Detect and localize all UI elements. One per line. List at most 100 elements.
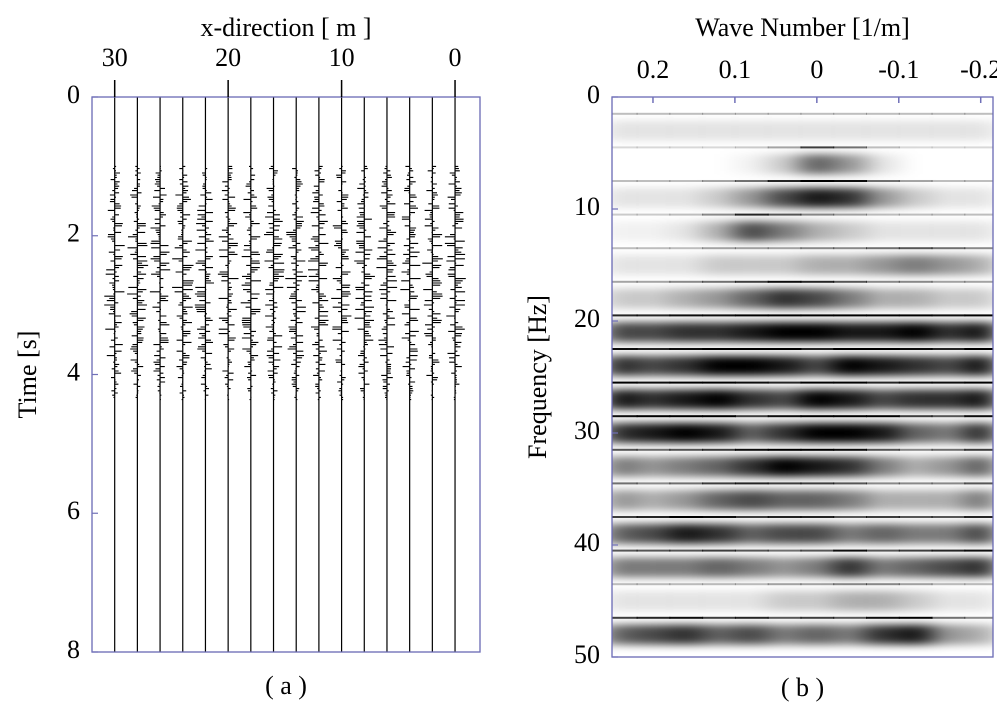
heat-cell [766, 154, 802, 175]
heat-cell [865, 523, 900, 544]
heat-cell [963, 456, 993, 477]
heat-line [702, 381, 736, 384]
y-tick-label: 30 [574, 416, 600, 445]
heat-line [931, 146, 966, 149]
heat-line [800, 180, 835, 182]
heat-line [612, 180, 638, 182]
heat-line [833, 516, 867, 518]
heat-cell [963, 624, 993, 645]
heat-line [800, 213, 835, 216]
heat-cell [612, 557, 638, 578]
x-tick-label: 0.2 [637, 55, 670, 84]
heat-line [767, 247, 802, 250]
heat-line [702, 616, 736, 619]
heat-cell [612, 523, 638, 544]
trace-wiggle [400, 165, 421, 401]
heat-line [964, 448, 993, 451]
heat-line [964, 549, 993, 552]
heat-line [636, 616, 671, 619]
heat-line [964, 482, 993, 485]
heat-line [612, 415, 638, 418]
heat-line [636, 146, 671, 149]
heat-line [702, 583, 736, 586]
heat-cell [766, 254, 802, 276]
heat-cell [612, 590, 638, 612]
trace-wiggle [354, 165, 375, 401]
heat-line [669, 516, 704, 518]
heat-cell [897, 322, 933, 343]
heat-cell [832, 490, 867, 511]
heat-line [931, 213, 966, 216]
heat-cell [635, 590, 671, 612]
trace-wiggle [376, 165, 398, 401]
heat-cell [635, 523, 671, 544]
heat-cell [799, 288, 835, 309]
heat-cell [635, 254, 671, 276]
heat-cell [865, 490, 900, 511]
heat-line [833, 482, 867, 485]
heat-cell [832, 355, 867, 376]
heat-cell [963, 120, 993, 141]
y-tick-label: 50 [574, 640, 600, 669]
x-tick-label: 0 [449, 43, 462, 72]
y-tick-label: 40 [574, 528, 600, 557]
heat-line [734, 448, 769, 451]
heat-cell [766, 557, 802, 578]
heat-line [964, 247, 993, 250]
y-axis-title: Frequency [Hz] [523, 295, 552, 459]
heat-cell [733, 456, 769, 477]
heat-line [800, 280, 835, 283]
heat-line [767, 180, 802, 182]
heat-cell [865, 590, 900, 612]
heat-cell [635, 187, 671, 208]
heat-cell [635, 355, 671, 376]
heat-cell [733, 322, 769, 343]
heat-cell [963, 187, 993, 208]
heat-cell [766, 187, 802, 208]
heat-line [767, 415, 802, 418]
heat-line [767, 381, 802, 384]
heat-cell [766, 590, 802, 612]
heat-cell [612, 288, 638, 309]
heat-line [702, 280, 736, 283]
heat-cell [799, 624, 835, 645]
heat-cell [832, 624, 867, 645]
heat-line [898, 516, 933, 518]
y-tick-label: 2 [67, 219, 80, 248]
heat-cell [733, 590, 769, 612]
heat-line [669, 348, 704, 350]
y-tick-label: 10 [574, 192, 600, 221]
heat-line [898, 549, 933, 552]
heat-line [669, 616, 704, 619]
heat-line [964, 583, 993, 586]
heat-line [734, 247, 769, 250]
trace-wiggle [127, 165, 149, 401]
heat-line [800, 314, 835, 317]
heat-cell [733, 557, 769, 578]
heat-line [800, 549, 835, 552]
heat-cell [668, 624, 704, 645]
heat-cell [766, 322, 802, 343]
y-tick-label: 6 [67, 496, 80, 525]
heat-cell [930, 523, 966, 544]
heat-cell [701, 221, 736, 242]
heat-cell [612, 624, 638, 645]
heat-line [931, 112, 966, 115]
heat-line [866, 348, 900, 350]
y-axis-title: Time [s] [13, 331, 42, 419]
heat-cell [832, 456, 867, 477]
heat-cell [733, 120, 769, 141]
heat-line [800, 616, 835, 619]
trace-wiggle [240, 165, 261, 401]
heat-cell [897, 523, 933, 544]
heat-cell [701, 355, 736, 376]
heat-cell [930, 187, 966, 208]
heat-line [734, 482, 769, 485]
heat-line [964, 381, 993, 384]
trace-wiggle [422, 165, 443, 401]
heat-line [866, 247, 900, 250]
heat-line [898, 415, 933, 418]
heat-cell [766, 221, 802, 242]
heat-line [931, 448, 966, 451]
heat-cell [897, 288, 933, 309]
